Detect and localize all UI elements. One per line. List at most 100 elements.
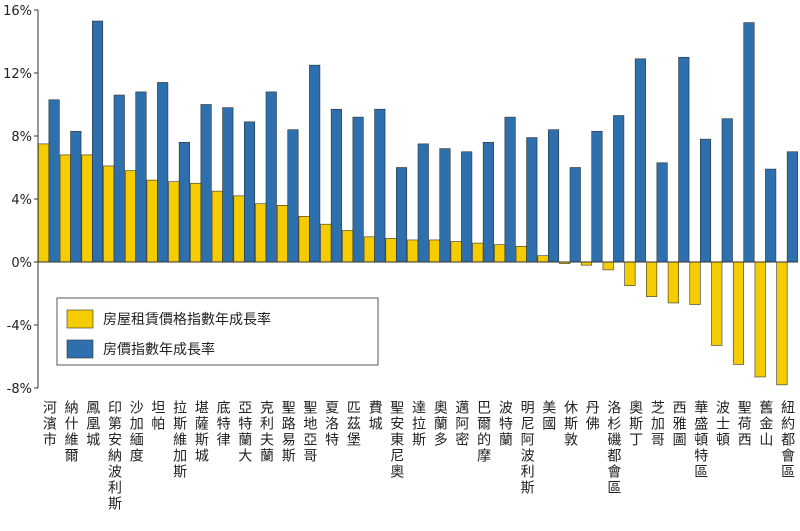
y-tick-label: 0%: [11, 256, 32, 271]
bar: [222, 107, 234, 263]
bar: [374, 108, 386, 263]
bar: [786, 151, 798, 263]
bar: [363, 236, 375, 263]
bar: [537, 255, 549, 263]
bar: [38, 143, 50, 263]
bar: [243, 121, 256, 263]
y-tick-label: 8%: [11, 130, 32, 145]
bar: [569, 167, 581, 263]
x-tick-label: 河濱市: [41, 400, 57, 448]
bar: [395, 167, 408, 263]
legend-swatch: [66, 309, 94, 329]
bar: [81, 154, 93, 263]
bar: [255, 203, 267, 263]
bar: [146, 179, 158, 263]
bar: [776, 261, 788, 386]
bar: [124, 170, 137, 263]
bar: [59, 154, 71, 263]
bar: [298, 216, 310, 263]
y-tick-label: -4%: [7, 319, 32, 334]
bar: [591, 130, 603, 263]
y-tick-label: 4%: [11, 193, 32, 208]
bar: [472, 242, 484, 263]
x-tick-label: 丹佛: [584, 400, 600, 432]
legend-label: 房價指數年成長率: [103, 341, 215, 358]
x-tick-label: 堪薩斯城: [193, 400, 209, 464]
bar: [699, 138, 712, 263]
bar: [178, 142, 190, 263]
bar: [309, 64, 321, 263]
bar: [352, 116, 364, 263]
x-tick-label: 聖路易斯: [280, 400, 296, 464]
x-tick-label: 費城: [367, 400, 383, 432]
x-tick-label: 巴爾的摩: [475, 400, 491, 464]
bar: [168, 181, 180, 263]
bar: [211, 190, 223, 263]
bar: [602, 261, 614, 271]
bar: [276, 205, 289, 263]
x-tick-label: 邁阿密: [453, 400, 469, 448]
bar: [439, 148, 451, 263]
bar: [711, 261, 723, 346]
x-tick-label: 達拉斯: [410, 400, 426, 448]
x-tick-label: 華盛頓特區: [692, 400, 708, 480]
legend-label: 房屋租賃價格指數年成長率: [103, 311, 271, 328]
x-tick-label: 沙加緬度: [128, 400, 144, 464]
x-tick-label: 鳳凰城: [84, 400, 100, 448]
bar: [135, 91, 147, 263]
y-tick-label: 16%: [3, 4, 32, 19]
bar: [113, 94, 125, 263]
bar: [504, 116, 516, 263]
bar: [547, 129, 560, 263]
bar: [656, 162, 668, 263]
bar: [48, 99, 60, 263]
x-tick-label: 克利夫蘭: [258, 400, 274, 464]
bar: [265, 91, 277, 263]
x-tick-label: 拉斯維加斯: [171, 400, 187, 480]
x-tick-label: 亞特蘭大: [236, 400, 252, 464]
x-tick-label: 納什維爾: [63, 400, 79, 464]
x-tick-label: 紐約都會區: [779, 400, 795, 480]
bar: [417, 143, 429, 263]
bar: [190, 182, 202, 263]
x-tick-label: 休斯敦: [562, 400, 578, 448]
y-tick-label: 12%: [3, 67, 32, 82]
bar: [70, 130, 82, 263]
bar: [732, 261, 745, 365]
x-tick-label: 夏洛特: [323, 400, 339, 448]
bar: [385, 238, 397, 263]
x-tick-label: 聖地亞哥: [301, 400, 317, 464]
bar: [689, 261, 701, 305]
legend-box: [56, 297, 379, 366]
bar: [233, 195, 245, 263]
x-tick-label: 明尼阿波利斯: [519, 400, 535, 496]
x-tick-label: 奧斯丁: [627, 400, 643, 448]
x-tick-label: 奧蘭多: [432, 400, 448, 448]
bar: [678, 56, 690, 263]
bar: [721, 118, 733, 263]
x-tick-label: 洛杉磯都會區: [605, 400, 621, 496]
bar: [287, 129, 299, 263]
bar: [461, 151, 473, 263]
bar: [482, 142, 494, 263]
bar: [515, 245, 527, 263]
bar: [624, 261, 636, 286]
x-tick-label: 波士頓: [714, 400, 730, 448]
x-tick-label: 美國: [540, 400, 556, 432]
bar: [450, 241, 462, 263]
bar: [407, 239, 419, 263]
x-tick-label: 芝加哥: [649, 400, 665, 448]
bar: [667, 261, 679, 304]
bar: [342, 230, 354, 263]
bar: [157, 82, 169, 263]
x-tick-label: 舊金山: [757, 400, 773, 448]
x-tick-label: 波特蘭: [497, 400, 513, 448]
bar: [91, 20, 104, 263]
x-tick-label: 聖荷西: [736, 400, 752, 448]
x-tick-label: 坦帕: [149, 400, 165, 432]
bar: [494, 244, 506, 263]
x-tick-label: 印第安納波利斯: [106, 400, 122, 512]
bar: [320, 223, 332, 263]
bar: [428, 239, 441, 263]
